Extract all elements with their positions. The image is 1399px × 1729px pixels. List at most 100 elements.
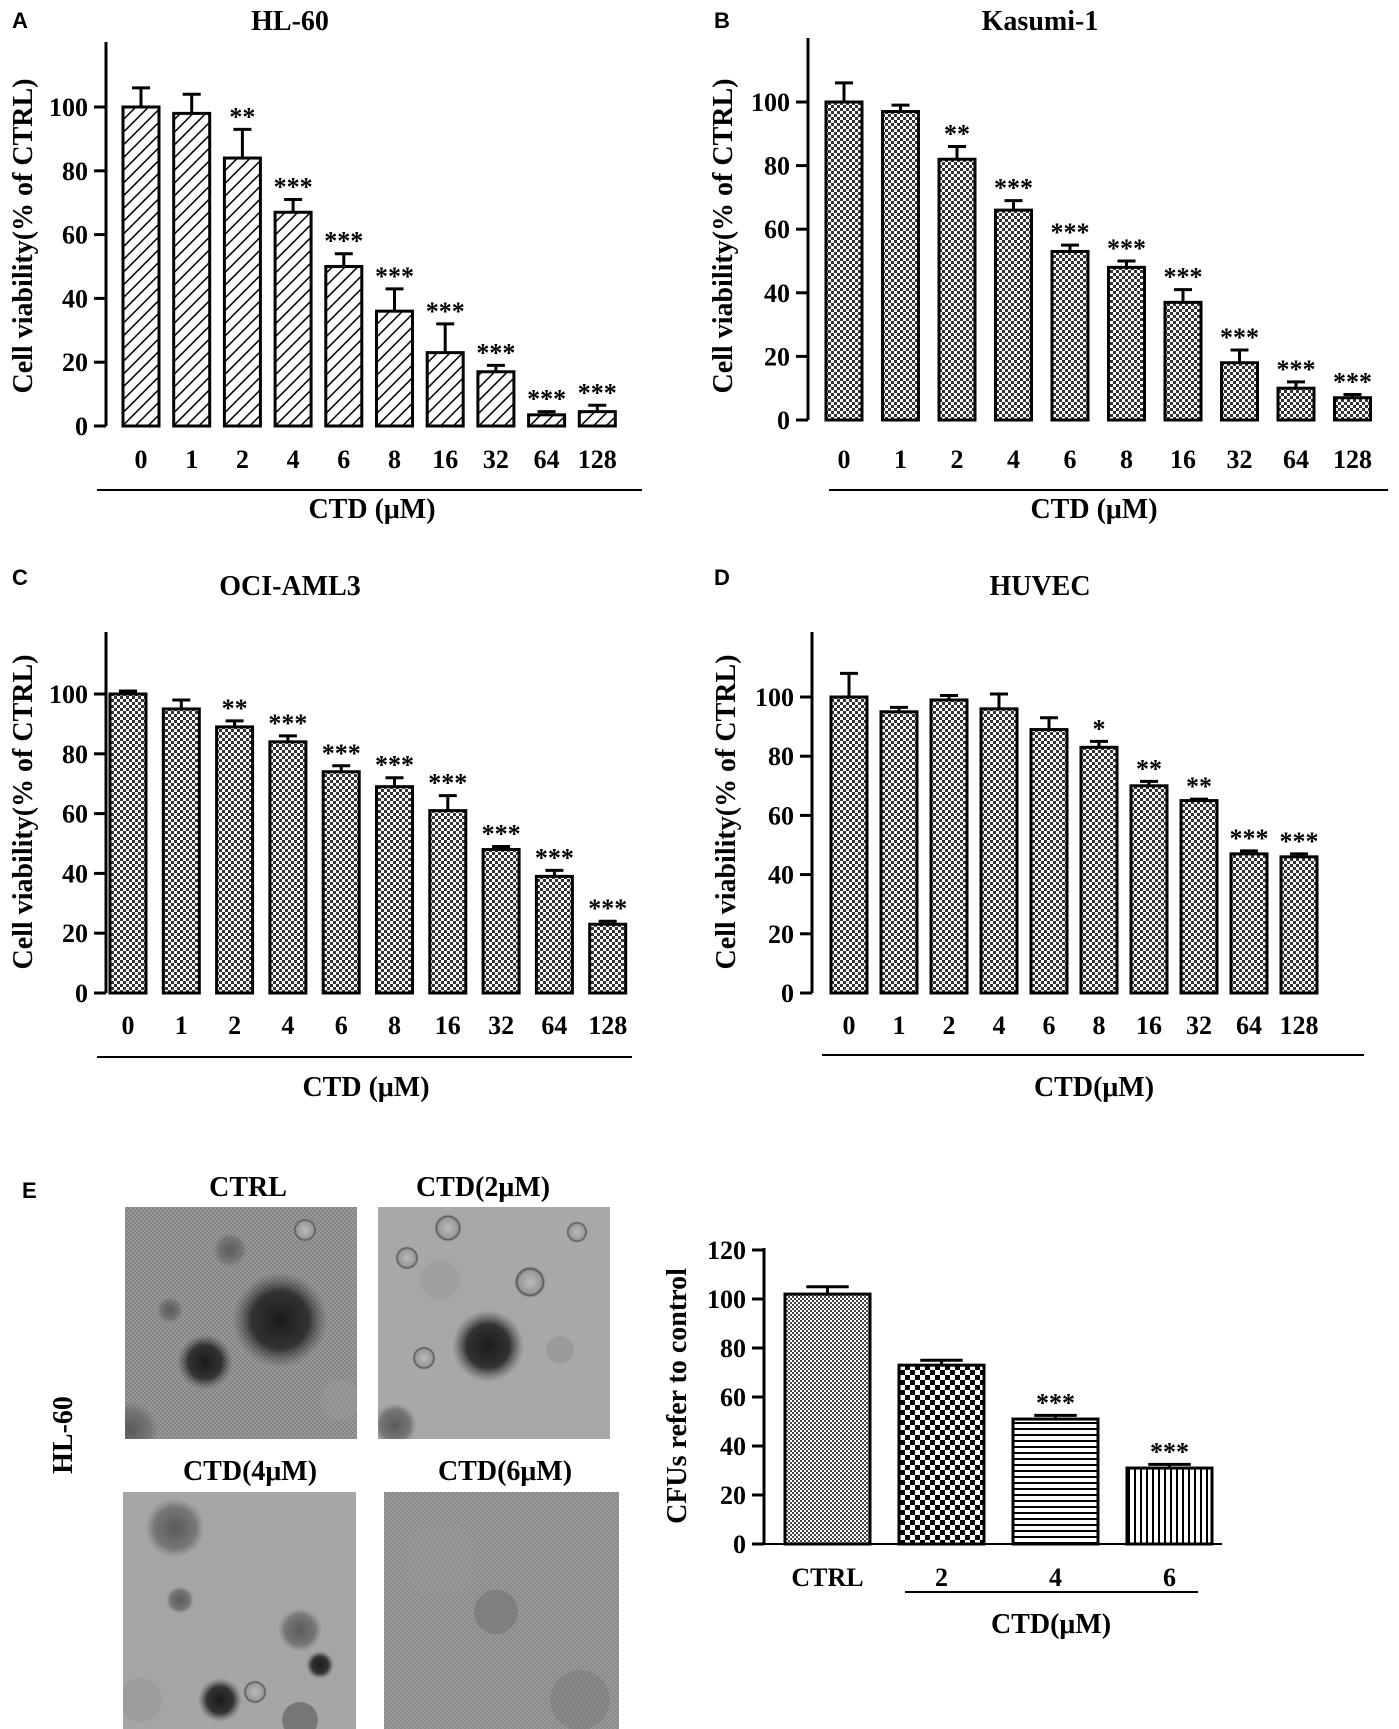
x-tick-label: 128 <box>588 1011 627 1040</box>
significance-label: *** <box>588 894 627 923</box>
micrograph-ctd2 <box>378 1207 610 1439</box>
significance-label: *** <box>426 297 465 326</box>
bar <box>897 1363 986 1546</box>
y-tick-label: 0 <box>781 979 794 1008</box>
y-tick-label: 20 <box>764 342 790 371</box>
x-tick-label: 6 <box>1043 1011 1056 1040</box>
significance-label: ** <box>229 102 255 131</box>
y-tick-label: 20 <box>62 919 88 948</box>
y-tick-label: 0 <box>75 412 88 441</box>
y-axis-label: CFUs refer to control <box>662 1268 693 1524</box>
y-axis-label: Cell viability(% of CTRL) <box>708 79 739 394</box>
y-tick-label: 60 <box>768 801 794 830</box>
x-tick-label: 8 <box>1120 445 1133 474</box>
x-tick-label: 32 <box>483 445 509 474</box>
bar <box>1107 265 1146 422</box>
bar <box>829 695 869 995</box>
bar <box>375 309 414 428</box>
x-tick-label: 2 <box>951 445 964 474</box>
x-tick-label: 4 <box>1049 1563 1062 1592</box>
x-tick-label: CTRL <box>791 1563 863 1592</box>
bar <box>1333 396 1372 422</box>
significance-label: * <box>1093 714 1106 743</box>
y-tick-label: 80 <box>62 740 88 769</box>
y-tick-label: 60 <box>62 221 88 250</box>
x-tick-label: 16 <box>1136 1011 1162 1040</box>
bar <box>1129 784 1169 995</box>
x-tick-label: 0 <box>135 445 148 474</box>
bar <box>324 265 364 428</box>
significance-label: *** <box>274 173 313 202</box>
significance-label: *** <box>1277 355 1316 384</box>
bar <box>527 413 567 428</box>
bar <box>1229 852 1269 995</box>
x-tick-label: 4 <box>281 1011 294 1040</box>
significance-label: ** <box>944 120 970 149</box>
significance-label: *** <box>535 843 574 872</box>
panel-label-c: C <box>12 565 28 590</box>
significance-label: ** <box>222 694 248 723</box>
significance-label: *** <box>1164 263 1203 292</box>
y-tick-label: 20 <box>720 1481 746 1510</box>
bar <box>121 105 161 428</box>
x-tick-label: 2 <box>935 1563 948 1592</box>
significance-label: *** <box>322 739 361 768</box>
significance-label: *** <box>1036 1388 1075 1417</box>
y-axis-label: Cell viability(% of CTRL) <box>8 655 39 970</box>
y-tick-label: 80 <box>768 742 794 771</box>
x-tick-label: 4 <box>287 445 300 474</box>
bar <box>588 922 628 995</box>
significance-label: *** <box>428 769 467 798</box>
significance-label: *** <box>1107 234 1146 263</box>
bar <box>1179 799 1219 995</box>
significance-label: *** <box>1051 218 1090 247</box>
x-tick-label: 0 <box>838 445 851 474</box>
bar <box>937 157 977 422</box>
bar <box>994 208 1033 422</box>
y-tick-label: 100 <box>751 88 790 117</box>
significance-label: *** <box>994 174 1033 203</box>
x-tick-label: 8 <box>388 445 401 474</box>
y-tick-label: 0 <box>75 979 88 1008</box>
x-tick-label: 32 <box>1186 1011 1212 1040</box>
y-tick-label: 40 <box>62 859 88 888</box>
x-tick-label: 1 <box>175 1011 188 1040</box>
bar <box>222 156 262 428</box>
bar <box>375 785 414 995</box>
y-tick-label: 80 <box>62 157 88 186</box>
micrograph-caption-ctd4: CTD(4μM) <box>183 1456 317 1487</box>
bar <box>476 370 516 428</box>
chart-title: OCI-AML3 <box>219 571 361 602</box>
significance-label: ** <box>1136 754 1162 783</box>
chart-title: HUVEC <box>989 571 1090 602</box>
bar <box>1079 745 1119 995</box>
x-tick-label: 128 <box>1333 445 1372 474</box>
significance-label: *** <box>482 819 521 848</box>
x-tick-label: 6 <box>1064 445 1077 474</box>
bar <box>481 847 521 995</box>
x-tick-label: 16 <box>435 1011 461 1040</box>
bar <box>108 692 148 995</box>
chart-title: Kasumi-1 <box>982 6 1099 37</box>
y-tick-label: 100 <box>755 683 794 712</box>
x-tick-label: 1 <box>185 445 198 474</box>
x-tick-label: 1 <box>893 1011 906 1040</box>
bar <box>1029 728 1069 995</box>
y-axis-label: Cell viability(% of CTRL) <box>8 79 39 394</box>
x-tick-label: 128 <box>578 445 617 474</box>
bar <box>1050 249 1090 422</box>
x-tick-label: 8 <box>1093 1011 1106 1040</box>
micrograph-caption-ctd2: CTD(2μM) <box>416 1172 550 1203</box>
bar <box>1279 855 1319 995</box>
y-tick-label: 0 <box>777 406 790 435</box>
x-tick-label: 6 <box>337 445 350 474</box>
bar <box>534 874 574 995</box>
chart-title: HL-60 <box>251 6 329 37</box>
significance-label: *** <box>527 385 566 414</box>
panel-label-a: A <box>12 8 28 33</box>
x-tick-label: 6 <box>335 1011 348 1040</box>
x-tick-label: 32 <box>1227 445 1253 474</box>
y-tick-label: 20 <box>62 348 88 377</box>
bar <box>273 210 313 428</box>
